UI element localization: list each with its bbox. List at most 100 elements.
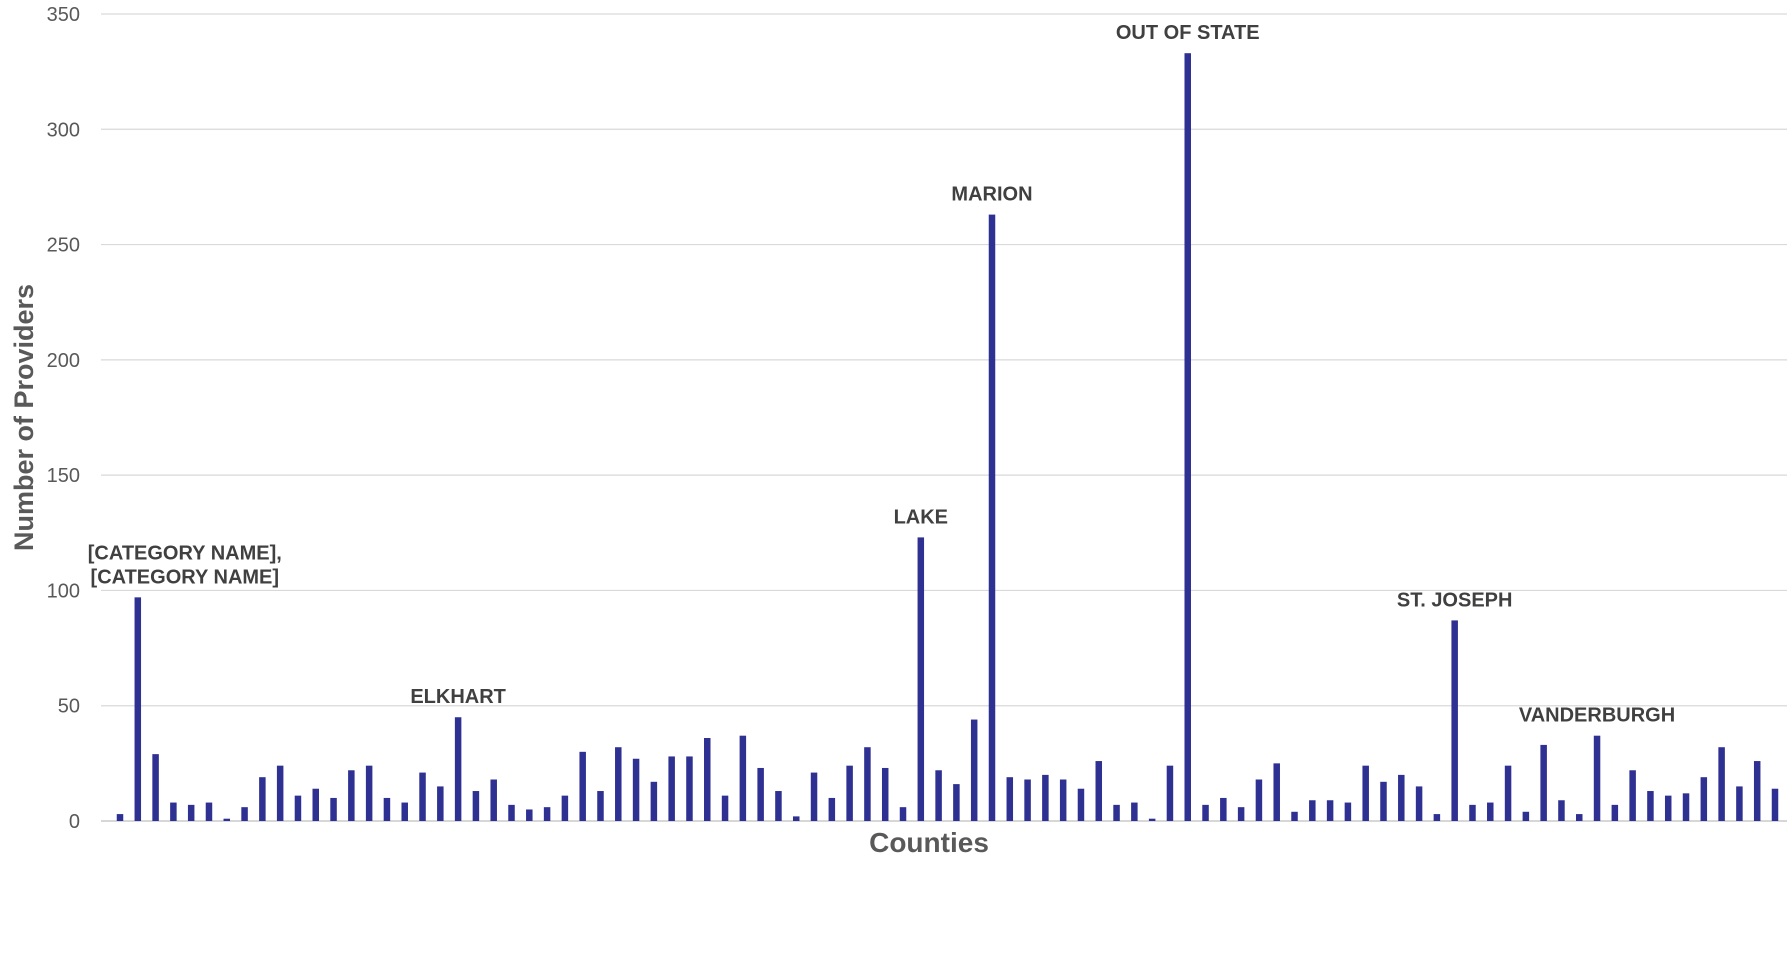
- bar: [419, 772, 426, 821]
- bar: [134, 597, 142, 821]
- bar: [810, 772, 818, 821]
- bar: [721, 795, 729, 821]
- bar: [437, 786, 444, 821]
- bar: [259, 777, 266, 821]
- bar: [365, 765, 373, 821]
- bar: [1255, 779, 1263, 821]
- bar: [615, 747, 622, 821]
- bar: [899, 807, 907, 821]
- bar: [152, 754, 159, 821]
- bar: [187, 804, 195, 821]
- bar: [1664, 795, 1672, 821]
- bar: [312, 788, 320, 821]
- bar: [935, 770, 942, 821]
- y-tick-label: 50: [58, 696, 80, 718]
- bar: [1344, 802, 1352, 821]
- y-axis-title: Number of Providers: [9, 284, 39, 551]
- bar: [1398, 774, 1405, 821]
- bar: [1611, 804, 1619, 821]
- bar: [1593, 735, 1601, 821]
- bar: [1309, 800, 1316, 821]
- bar: [1113, 804, 1120, 821]
- bar: [864, 747, 871, 821]
- y-axis-ticks: 0 50 100 150 200 250 300 350: [47, 4, 80, 833]
- bar: [917, 537, 925, 821]
- bar: [508, 804, 515, 821]
- y-tick-label: 0: [69, 811, 80, 833]
- bar: [1059, 779, 1067, 821]
- bar: [1469, 804, 1476, 821]
- bar: [828, 797, 836, 821]
- bar: [561, 795, 569, 821]
- bar: [1291, 811, 1298, 821]
- bar: [1540, 744, 1547, 821]
- bar: [330, 797, 337, 821]
- bar: [454, 717, 462, 821]
- bar-annotation-label: [CATEGORY NAME]: [91, 566, 280, 588]
- bar: [1558, 800, 1565, 821]
- bar: [348, 770, 355, 821]
- bar: [1451, 620, 1458, 821]
- bar: [276, 765, 284, 821]
- bar: [632, 758, 640, 821]
- bar: [953, 784, 960, 821]
- bar: [1220, 797, 1227, 821]
- bar: [490, 779, 497, 821]
- bar: [294, 795, 302, 821]
- bar: [1095, 761, 1103, 821]
- bar: [1487, 802, 1494, 821]
- bar: [1024, 779, 1031, 821]
- y-tick-label: 100: [47, 580, 80, 602]
- bar: [170, 802, 177, 821]
- bar: [988, 214, 996, 821]
- bar: [970, 719, 978, 821]
- bar: [1771, 788, 1779, 821]
- bar: [1202, 804, 1209, 821]
- y-tick-label: 250: [47, 235, 80, 257]
- bar: [1522, 811, 1530, 821]
- bar-annotation-label: VANDERBURGH: [1519, 705, 1675, 727]
- bar: [401, 802, 408, 821]
- y-tick-label: 200: [47, 350, 80, 372]
- bar: [1237, 807, 1245, 821]
- bars: [116, 53, 1779, 821]
- bar: [1504, 765, 1512, 821]
- bar: [597, 791, 604, 821]
- bar: [1380, 781, 1387, 821]
- bar: [1575, 814, 1583, 821]
- y-tick-label: 350: [47, 4, 80, 26]
- bar: [1326, 800, 1334, 821]
- bar: [1166, 765, 1174, 821]
- bar: [704, 737, 711, 821]
- bar: [1629, 770, 1636, 821]
- bar: [1184, 53, 1191, 821]
- bar: [472, 791, 480, 821]
- bar: [846, 765, 853, 821]
- bar: [1362, 765, 1369, 821]
- bar-annotation-label: ST. JOSEPH: [1397, 589, 1513, 611]
- bar: [1006, 777, 1014, 821]
- bar: [775, 791, 782, 821]
- bar: [1042, 774, 1049, 821]
- bar: [1753, 761, 1761, 821]
- bar-annotation-label: [CATEGORY NAME],: [88, 542, 282, 564]
- bar-annotation-label: LAKE: [894, 506, 948, 528]
- bar: [241, 807, 248, 821]
- bar: [116, 814, 124, 821]
- bar: [1273, 763, 1280, 821]
- bar: [1148, 818, 1156, 821]
- bar-annotation-label: ELKHART: [410, 686, 506, 708]
- bar: [526, 809, 533, 821]
- bar: [668, 756, 675, 821]
- bar-annotation-label: MARION: [951, 184, 1032, 206]
- gridlines: [101, 13, 1787, 822]
- bar: [792, 816, 800, 821]
- bar: [579, 751, 586, 821]
- bar: [543, 807, 551, 821]
- bar-labels: [CATEGORY NAME],[CATEGORY NAME] ELKHART LA…: [88, 22, 1675, 726]
- bar: [223, 818, 231, 821]
- bar: [1718, 747, 1725, 821]
- bar: [1700, 777, 1708, 821]
